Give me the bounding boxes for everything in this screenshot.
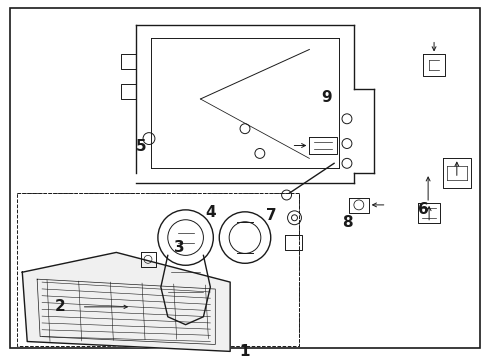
Bar (17, 193, 299, 346)
Text: 1: 1 (240, 344, 250, 359)
Text: 2: 2 (54, 300, 65, 314)
Text: 8: 8 (342, 215, 352, 230)
Text: 7: 7 (267, 208, 277, 223)
Text: 9: 9 (321, 90, 331, 104)
Text: 5: 5 (136, 139, 147, 154)
Text: 3: 3 (174, 240, 185, 255)
Polygon shape (22, 252, 230, 351)
Text: 4: 4 (205, 205, 216, 220)
Text: 6: 6 (418, 202, 429, 217)
